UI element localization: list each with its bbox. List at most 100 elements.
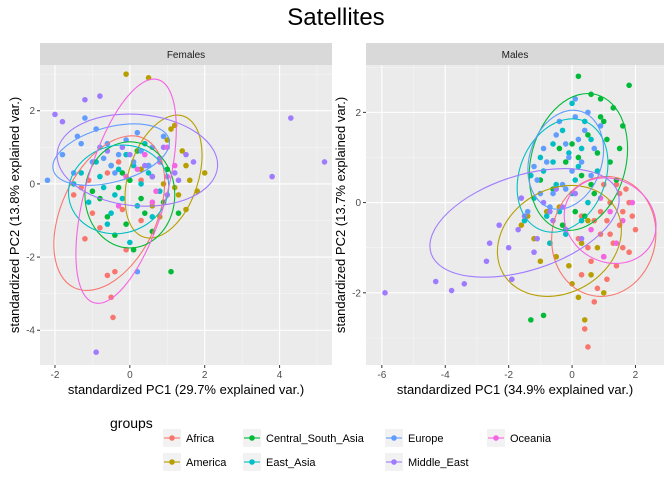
facet-strip: [40, 43, 332, 65]
point-oceania: [588, 226, 594, 233]
x-axis-label: standardized PC1 (29.7% explained var.): [68, 382, 304, 397]
point-east_asia: [543, 213, 550, 219]
point-central_south_asia: [597, 114, 604, 120]
point-middle_east: [505, 244, 512, 251]
grid-lines: [40, 65, 332, 365]
point-oceania: [613, 240, 620, 246]
point-middle_east: [486, 240, 493, 246]
point-middle_east: [59, 118, 66, 125]
point-america: [179, 148, 186, 154]
point-east_asia: [145, 170, 152, 176]
point-africa: [578, 271, 585, 278]
point-africa: [108, 294, 114, 301]
legend-item-east_asia: East_Asia: [243, 453, 316, 471]
point-central_south_asia: [119, 170, 126, 176]
point-america: [588, 271, 594, 278]
point-east_asia: [108, 210, 114, 216]
point-central_south_asia: [626, 82, 632, 89]
point-middle_east: [578, 235, 585, 242]
ellipse-central_south_asia: [84, 141, 176, 249]
point-east_asia: [550, 141, 556, 147]
legend-label: East_Asia: [266, 457, 316, 469]
point-europe: [59, 151, 66, 158]
point-central_south_asia: [594, 150, 601, 156]
point-africa: [604, 276, 610, 283]
point-oceania: [619, 217, 626, 224]
point-america: [566, 262, 572, 269]
legend-label: Oceania: [510, 433, 552, 445]
ellipse-east_asia: [67, 144, 170, 235]
point-east_asia: [540, 168, 547, 174]
point-central_south_asia: [556, 145, 563, 152]
point-africa: [112, 268, 118, 275]
point-central_south_asia: [104, 214, 111, 220]
point-america: [537, 258, 544, 265]
point-africa: [619, 208, 626, 215]
point-europe: [134, 129, 141, 136]
point-africa: [585, 244, 591, 251]
point-east_asia: [562, 231, 569, 237]
x-axis-label: standardized PC1 (34.9% explained var.): [397, 382, 633, 397]
point-middle_east: [142, 162, 148, 169]
point-east_asia: [537, 154, 544, 161]
point-africa: [604, 217, 610, 224]
point-middle_east: [547, 208, 553, 215]
point-middle_east: [496, 222, 502, 228]
ellipse-africa: [551, 175, 657, 297]
chart-title: Satellites: [287, 4, 384, 31]
y-tick-label: 2: [29, 106, 35, 117]
point-africa: [623, 186, 629, 192]
facet-strip: [366, 43, 664, 65]
point-europe: [550, 190, 556, 197]
point-africa: [70, 192, 77, 198]
point-europe: [578, 159, 585, 165]
legend-item-central_south_asia: Central_South_Asia: [243, 429, 365, 447]
point-europe: [543, 159, 550, 165]
ellipse-middle_east: [56, 113, 219, 207]
point-europe: [82, 115, 88, 121]
point-middle_east: [518, 195, 525, 201]
point-oceania: [149, 199, 156, 205]
point-east_asia: [566, 150, 572, 156]
y-tick-label: 2: [355, 108, 361, 119]
point-east_asia: [559, 127, 566, 134]
point-middle_east: [119, 144, 126, 151]
point-africa: [110, 314, 116, 321]
y-tick-label: 0: [29, 179, 35, 190]
point-east_asia: [138, 181, 144, 187]
point-europe: [569, 168, 575, 174]
x-tick-label: 0: [569, 370, 575, 381]
x-tick-label: 2: [633, 370, 639, 381]
point-middle_east: [515, 226, 521, 233]
point-central_south_asia: [600, 118, 607, 125]
point-europe: [112, 170, 118, 176]
point-america: [575, 294, 582, 301]
point-middle_east: [82, 96, 88, 103]
point-europe: [572, 96, 579, 102]
point-africa: [104, 272, 111, 279]
point-europe: [562, 141, 569, 147]
y-tick-label: -2: [352, 288, 361, 299]
facet-strip-label: Males: [502, 50, 529, 61]
point-central_south_asia: [585, 132, 591, 138]
ellipse-east_asia: [516, 118, 609, 233]
point-east_asia: [569, 100, 575, 107]
point-middle_east: [127, 151, 133, 158]
point-central_south_asia: [604, 136, 610, 143]
point-europe: [591, 145, 598, 152]
point-central_south_asia: [138, 195, 144, 202]
point-europe: [534, 177, 540, 183]
point-america: [585, 217, 591, 224]
y-tick-label: -2: [26, 253, 35, 264]
point-middle_east: [534, 235, 540, 242]
point-europe: [44, 177, 51, 184]
legend-key-point: [391, 435, 397, 441]
grid-lines: [366, 65, 664, 365]
point-africa: [97, 225, 103, 231]
point-central_south_asia: [89, 188, 96, 195]
point-oceania: [153, 188, 159, 195]
plot-background: [366, 65, 664, 365]
legend-label: America: [186, 457, 227, 469]
point-middle_east: [183, 151, 189, 158]
